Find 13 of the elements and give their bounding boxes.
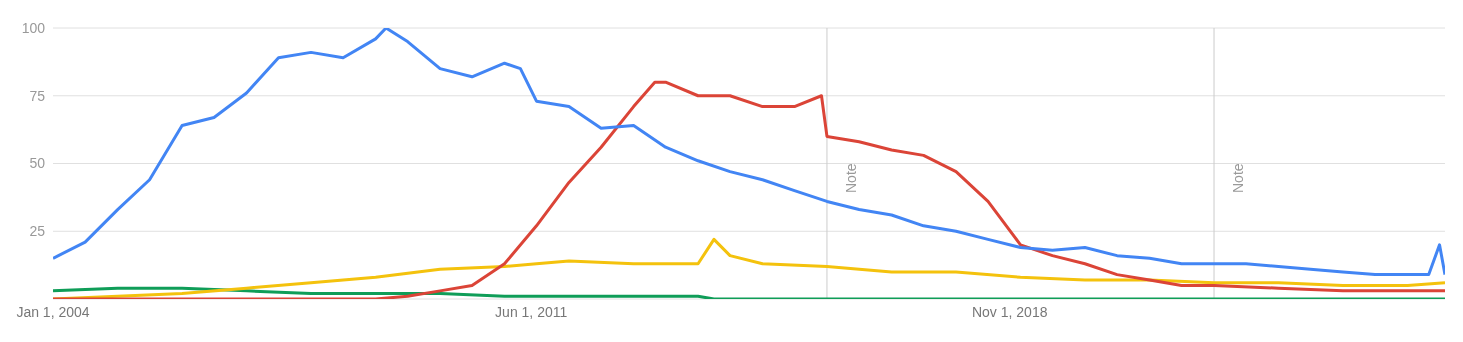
y-tick-label: 75 <box>29 87 46 104</box>
y-tick-label: 25 <box>29 223 46 240</box>
line-series <box>53 28 1445 277</box>
x-tick-label: Jun 1, 2011 <box>495 303 568 320</box>
x-tick-label: Jan 1, 2004 <box>16 303 90 320</box>
line-series <box>53 286 1445 299</box>
x-tick-label: Nov 1, 2018 <box>971 303 1048 320</box>
y-tick-label: 100 <box>21 19 46 36</box>
line-series <box>53 80 1445 299</box>
ref-line-label: Note <box>842 163 859 193</box>
line-series <box>53 237 1445 299</box>
y-tick-label: 50 <box>29 155 46 172</box>
ref-line-label: Note <box>1229 163 1246 193</box>
